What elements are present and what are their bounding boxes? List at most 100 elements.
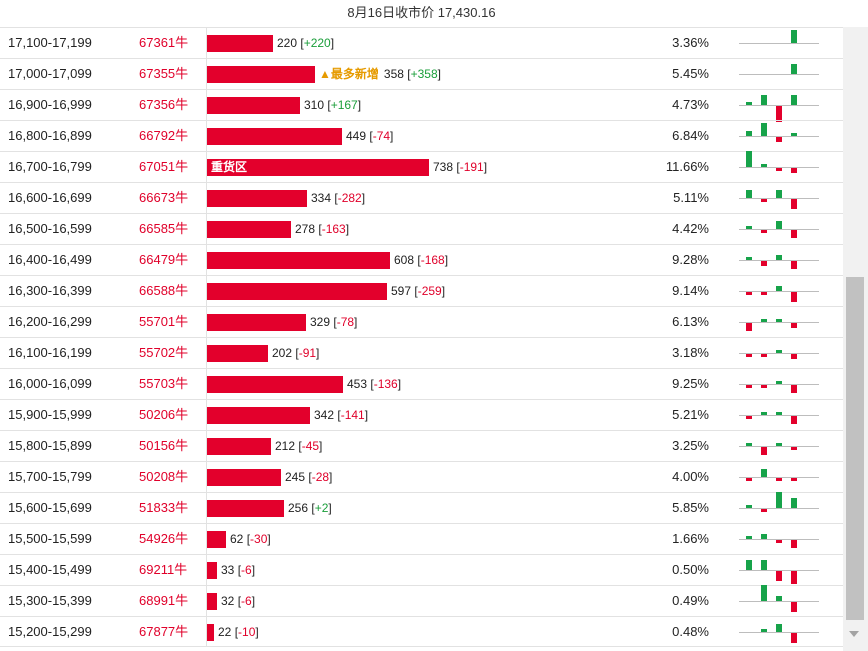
table-row[interactable]: 15,600-15,699 51833牛 256 [+2] 5.85% <box>0 492 843 523</box>
sparkline-bar <box>746 151 752 167</box>
column-divider <box>206 121 207 151</box>
bar-count: 449 <box>346 129 367 143</box>
table-row[interactable]: 16,200-16,299 55701牛 329 [-78] 6.13% <box>0 306 843 337</box>
sparkline-bar <box>776 492 782 508</box>
bar-value-info: 597 [-259] <box>391 284 446 298</box>
change-sparkline <box>739 617 819 647</box>
sparkline-bar <box>761 230 767 233</box>
strike-range: 15,600-15,699 <box>8 500 92 515</box>
share-percent: 5.45% <box>672 66 709 81</box>
column-divider <box>206 369 207 399</box>
sparkline-bar <box>761 533 767 539</box>
bar-change: +220 <box>303 36 331 50</box>
sparkline-bar <box>761 164 767 167</box>
strike-range: 16,900-16,999 <box>8 97 92 112</box>
bull-lots: 67355牛 <box>139 66 189 81</box>
table-row[interactable]: 15,800-15,899 50156牛 212 [-45] 3.25% <box>0 430 843 461</box>
scroll-down-arrow-icon[interactable] <box>849 631 859 637</box>
table-row[interactable]: 15,200-15,299 67877牛 22 [-10] 0.48% <box>0 616 843 647</box>
sparkline-bar <box>776 624 782 632</box>
sparkline-bar <box>746 416 752 419</box>
strike-range: 15,400-15,499 <box>8 562 92 577</box>
bull-lots: 67051牛 <box>139 159 189 174</box>
strike-range: 15,200-15,299 <box>8 624 92 639</box>
change-sparkline <box>739 524 819 554</box>
bar-count: 220 <box>277 36 298 50</box>
sparkline-bar <box>776 478 782 481</box>
volume-bar <box>207 469 281 486</box>
column-divider <box>206 307 207 337</box>
sparkline-axis <box>739 291 819 292</box>
strike-range: 16,300-16,399 <box>8 283 92 298</box>
bar-value-info: 245 [-28] <box>285 470 333 484</box>
bull-lots: 67356牛 <box>139 97 189 112</box>
table-row[interactable]: 16,600-16,699 66673牛 334 [-282] 5.11% <box>0 182 843 213</box>
volume-bar: 重货区 <box>207 159 429 176</box>
sparkline-bar <box>746 536 752 539</box>
bar-count: 329 <box>310 315 331 329</box>
share-percent: 3.25% <box>672 438 709 453</box>
bar-value-info: 329 [-78] <box>310 315 358 329</box>
sparkline-bar <box>761 354 767 357</box>
bar-count: 278 <box>295 222 316 236</box>
column-divider <box>206 183 207 213</box>
sparkline-axis <box>739 539 819 540</box>
table-row[interactable]: 16,500-16,599 66585牛 278 [-163] 4.42% <box>0 213 843 244</box>
column-divider <box>206 90 207 120</box>
sparkline-bar <box>761 261 767 267</box>
bar-change: -74 <box>372 129 391 143</box>
sparkline-bar <box>746 478 752 481</box>
bull-lots: 68991牛 <box>139 593 189 608</box>
table-row[interactable]: 17,000-17,099 67355牛 ▲最多新增 358 [+358] 5.45% <box>0 58 843 89</box>
change-sparkline <box>739 28 819 58</box>
sparkline-bar <box>746 292 752 295</box>
sparkline-bar <box>746 323 752 331</box>
sparkline-bar <box>761 447 767 455</box>
strike-range: 15,800-15,899 <box>8 438 92 453</box>
table-row[interactable]: 16,000-16,099 55703牛 453 [-136] 9.25% <box>0 368 843 399</box>
table-row[interactable]: 15,700-15,799 50208牛 245 [-28] 4.00% <box>0 461 843 492</box>
volume-bar <box>207 314 306 331</box>
sparkline-bar <box>746 102 752 105</box>
strike-range: 16,800-16,899 <box>8 128 92 143</box>
bull-lots: 66479牛 <box>139 252 189 267</box>
sparkline-bar <box>761 94 767 105</box>
strike-range: 15,300-15,399 <box>8 593 92 608</box>
table-row[interactable]: 16,400-16,499 66479牛 608 [-168] 9.28% <box>0 244 843 275</box>
change-sparkline <box>739 338 819 368</box>
change-sparkline <box>739 492 819 523</box>
column-divider <box>206 462 207 492</box>
table-row[interactable]: 15,500-15,599 54926牛 62 [-30] 1.66% <box>0 523 843 554</box>
table-row[interactable]: 16,900-16,999 67356牛 310 [+167] 4.73% <box>0 89 843 122</box>
scrollbar-thumb[interactable] <box>846 277 864 620</box>
share-percent: 0.50% <box>672 562 709 577</box>
table-row[interactable]: 17,100-17,199 67361牛 220 [+220] 3.36% <box>0 27 843 58</box>
table-row[interactable]: 15,900-15,999 50206牛 342 [-141] 5.21% <box>0 399 843 430</box>
share-percent: 1.66% <box>672 531 709 546</box>
sparkline-bar <box>761 585 767 601</box>
bull-lots: 66588牛 <box>139 283 189 298</box>
table-row[interactable]: 16,300-16,399 66588牛 597 [-259] 9.14% <box>0 275 843 306</box>
sparkline-bar <box>761 319 767 322</box>
sparkline-bar <box>761 292 767 295</box>
sparkline-bar <box>791 540 797 548</box>
table-row[interactable]: 16,800-16,899 66792牛 449 [-74] 6.84% <box>0 120 843 151</box>
sparkline-bar <box>791 168 797 174</box>
sparkline-bar <box>776 595 782 601</box>
sparkline-bar <box>776 285 782 291</box>
column-divider <box>206 59 207 89</box>
bar-value-info: 310 [+167] <box>304 98 362 112</box>
column-divider <box>206 214 207 244</box>
table-row[interactable]: 15,400-15,499 69211牛 33 [-6] 0.50% <box>0 554 843 585</box>
table-row[interactable]: 15,300-15,399 68991牛 32 [-6] 0.49% <box>0 585 843 616</box>
bar-value-info: 22 [-10] <box>218 625 259 639</box>
table-row[interactable]: 16,100-16,199 55702牛 202 [-91] 3.18% <box>0 337 843 368</box>
bar-change: -141 <box>340 408 365 422</box>
most-added-badge: ▲最多新增 <box>319 67 379 81</box>
change-sparkline <box>739 90 819 122</box>
table-row[interactable]: 16,700-16,799 67051牛 重货区 738 [-191] 11.66% <box>0 151 843 182</box>
sparkline-axis <box>739 167 819 168</box>
share-percent: 3.36% <box>672 35 709 50</box>
sparkline-bar <box>761 412 767 415</box>
share-percent: 5.85% <box>672 500 709 515</box>
